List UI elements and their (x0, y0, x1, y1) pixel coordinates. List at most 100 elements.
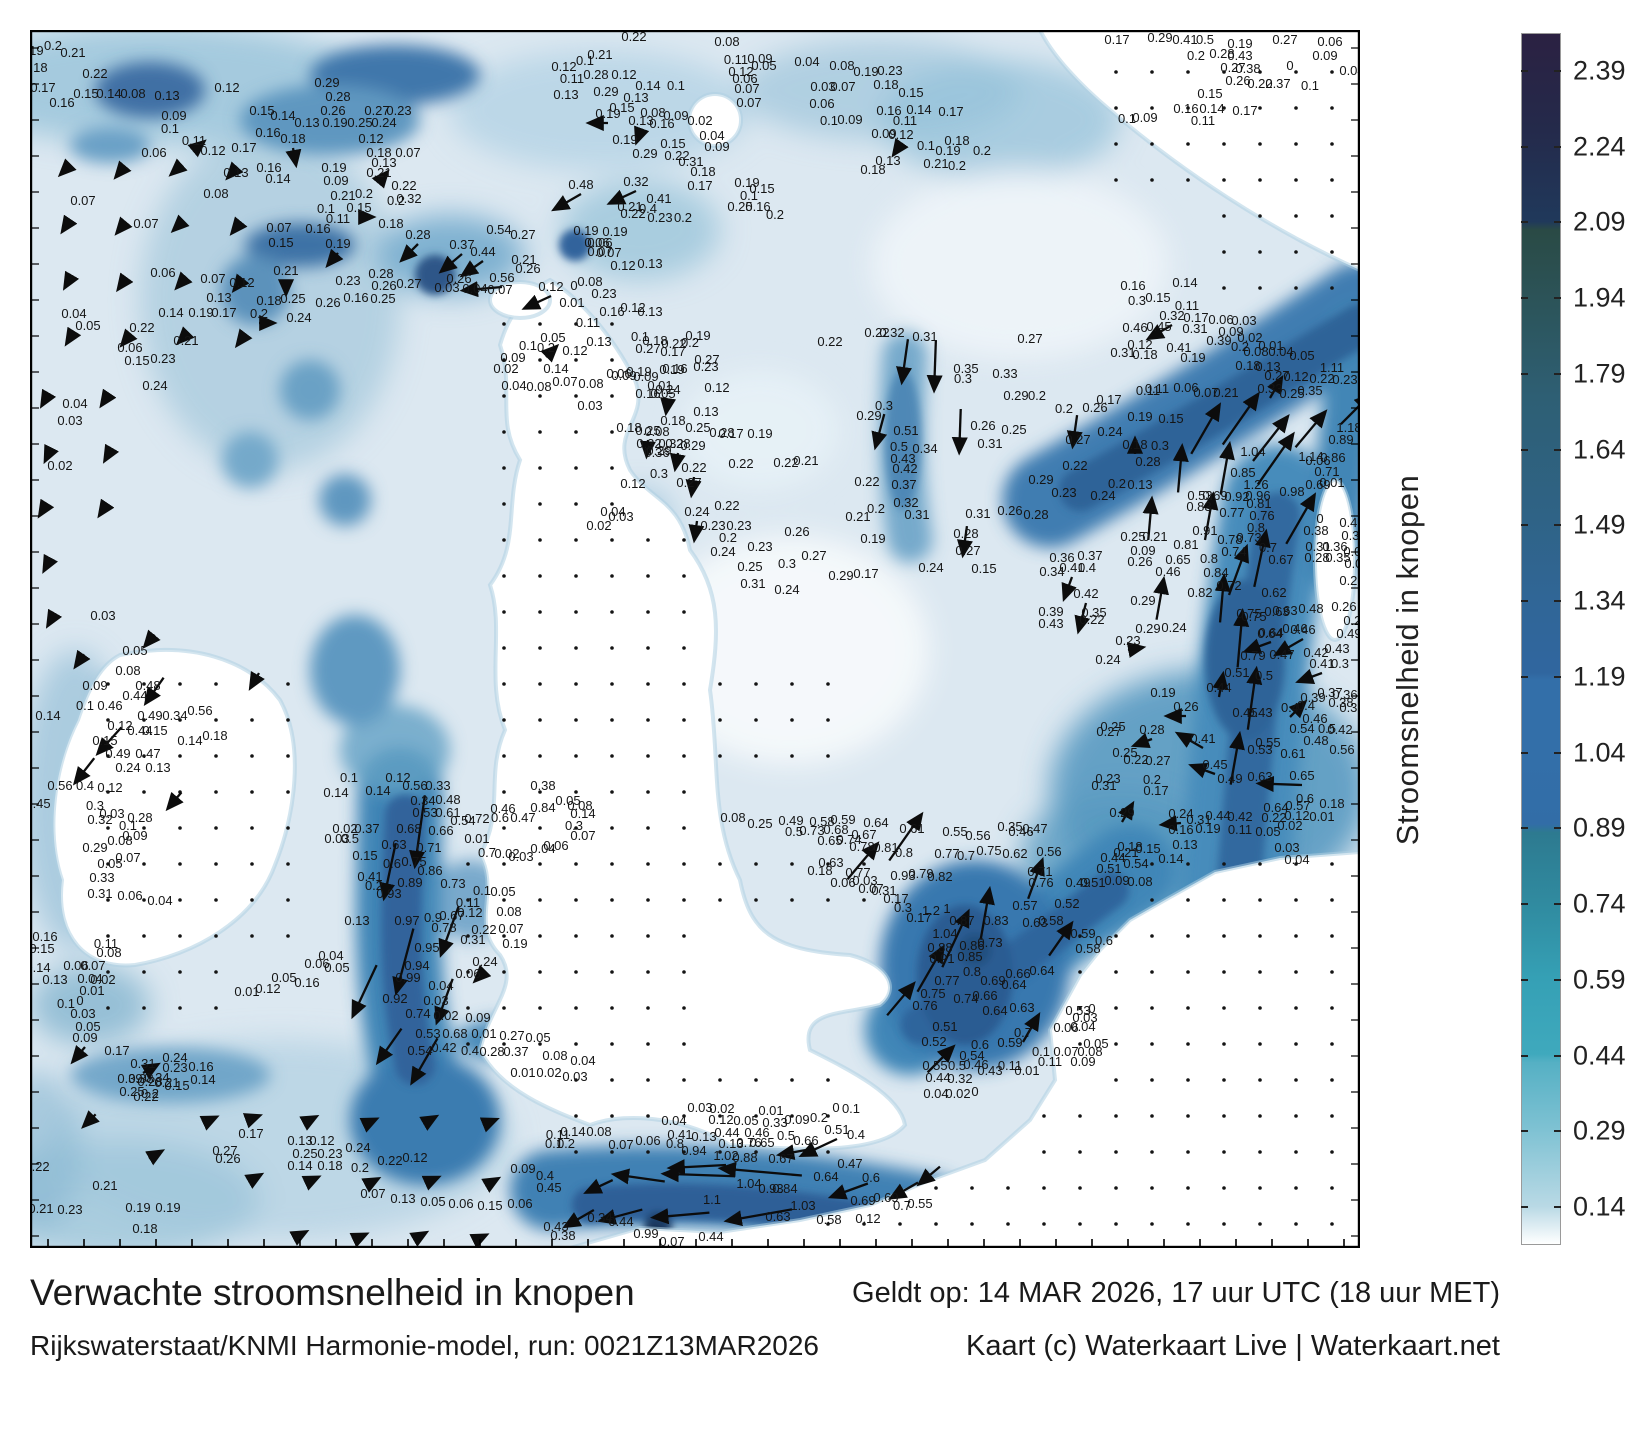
svg-text:0.14: 0.14 (560, 1124, 585, 1139)
colorbar-tick-label: 2.24 (1573, 131, 1626, 162)
svg-text:0.19: 0.19 (125, 1200, 150, 1215)
svg-text:0.22: 0.22 (621, 30, 646, 44)
svg-text:0.12: 0.12 (562, 343, 587, 358)
svg-text:0.99: 0.99 (395, 970, 420, 985)
svg-text:0.24: 0.24 (710, 544, 735, 559)
svg-text:0.07: 0.07 (200, 271, 225, 286)
svg-text:0.17: 0.17 (660, 344, 685, 359)
svg-text:0.31: 0.31 (977, 436, 1002, 451)
valid-time: Geldt op: 14 MAR 2026, 17 uur UTC (18 uu… (852, 1277, 1500, 1309)
svg-text:0.77: 0.77 (1219, 505, 1244, 520)
svg-text:0.86: 0.86 (1320, 450, 1345, 465)
svg-text:0.19: 0.19 (1227, 36, 1252, 51)
svg-text:0.75: 0.75 (1241, 609, 1266, 624)
svg-text:0.24: 0.24 (684, 504, 709, 519)
svg-text:0.44: 0.44 (127, 723, 152, 738)
svg-text:0.07: 0.07 (115, 850, 140, 865)
svg-text:0.3: 0.3 (875, 398, 893, 413)
svg-text:0.15: 0.15 (142, 723, 167, 738)
svg-text:0.45: 0.45 (30, 796, 51, 811)
svg-text:0.25: 0.25 (292, 1146, 317, 1161)
svg-text:0.07: 0.07 (133, 216, 158, 231)
svg-text:0.95: 0.95 (414, 940, 439, 955)
svg-text:0.06: 0.06 (150, 265, 175, 280)
svg-text:0.04: 0.04 (462, 281, 487, 296)
svg-text:0.07: 0.07 (395, 145, 420, 160)
svg-text:0.16: 0.16 (649, 116, 674, 131)
svg-text:0.14: 0.14 (1158, 851, 1183, 866)
svg-text:0.07: 0.07 (70, 193, 95, 208)
svg-text:0.07: 0.07 (552, 374, 577, 389)
svg-text:0.61: 0.61 (1280, 746, 1305, 761)
svg-text:0.19: 0.19 (155, 1200, 180, 1215)
svg-text:0.2: 0.2 (867, 501, 885, 516)
svg-text:0.21: 0.21 (30, 1201, 54, 1216)
colorbar-tick-label: 1.04 (1573, 737, 1626, 768)
svg-text:0.09: 0.09 (704, 139, 729, 154)
svg-text:0.5: 0.5 (1255, 668, 1273, 683)
svg-text:0.18: 0.18 (873, 77, 898, 92)
svg-text:0.82: 0.82 (927, 869, 952, 884)
svg-text:0.06: 0.06 (1317, 34, 1342, 49)
svg-text:0: 0 (971, 1084, 978, 1099)
svg-text:0.28: 0.28 (127, 810, 152, 825)
svg-text:0.35: 0.35 (1081, 605, 1106, 620)
svg-text:0.27: 0.27 (396, 276, 421, 291)
svg-text:0.24: 0.24 (115, 760, 140, 775)
svg-text:0.06: 0.06 (635, 1133, 660, 1148)
svg-text:0.65: 0.65 (1165, 552, 1190, 567)
svg-text:0.18: 0.18 (944, 133, 969, 148)
svg-text:0.23: 0.23 (162, 1060, 187, 1075)
svg-text:0.28: 0.28 (1135, 454, 1160, 469)
svg-text:0.13: 0.13 (691, 1129, 716, 1144)
svg-text:0.23: 0.23 (57, 1202, 82, 1217)
svg-text:0.11: 0.11 (1136, 383, 1160, 398)
svg-text:0.46: 0.46 (1302, 711, 1327, 726)
svg-text:0.24: 0.24 (918, 560, 943, 575)
svg-text:0.38: 0.38 (1235, 61, 1260, 76)
svg-text:0.47: 0.47 (837, 1156, 862, 1171)
svg-text:0.27: 0.27 (1264, 368, 1289, 383)
svg-text:0.78: 0.78 (431, 920, 456, 935)
svg-text:0.48: 0.48 (135, 678, 160, 693)
svg-text:0.6: 0.6 (1296, 791, 1314, 806)
svg-text:0.43: 0.43 (1324, 641, 1349, 656)
svg-text:0.11: 0.11 (94, 936, 118, 951)
svg-text:0.48: 0.48 (568, 177, 593, 192)
svg-text:0.91: 0.91 (1192, 523, 1217, 538)
svg-text:0.2: 0.2 (973, 143, 991, 158)
svg-text:0.41: 0.41 (1166, 340, 1191, 355)
svg-text:0.2: 0.2 (44, 38, 62, 53)
svg-text:0.17: 0.17 (231, 140, 256, 155)
colorbar-tick (1554, 600, 1561, 603)
svg-text:0.29: 0.29 (632, 146, 657, 161)
svg-text:0.34: 0.34 (410, 793, 435, 808)
svg-text:0.3: 0.3 (1331, 656, 1349, 671)
svg-text:0.44: 0.44 (1206, 680, 1231, 695)
svg-text:0.27: 0.27 (635, 341, 660, 356)
svg-text:0.23: 0.23 (1115, 633, 1140, 648)
svg-text:0.16: 0.16 (876, 103, 901, 118)
svg-text:0.6: 0.6 (1095, 933, 1113, 948)
svg-text:0.23: 0.23 (335, 273, 360, 288)
svg-text:0.18: 0.18 (642, 333, 667, 348)
svg-text:0.27: 0.27 (676, 475, 701, 490)
map-title: Verwachte stroomsnelheid in knopen (30, 1272, 635, 1313)
colorbar-tick-label: 2.39 (1573, 55, 1626, 86)
svg-text:0.72: 0.72 (464, 811, 489, 826)
svg-text:0.36: 0.36 (1332, 687, 1357, 702)
svg-text:0.58: 0.58 (816, 1212, 841, 1227)
svg-text:0.04: 0.04 (501, 378, 526, 393)
svg-text:0.73: 0.73 (799, 823, 824, 838)
svg-text:0.37: 0.37 (1077, 548, 1102, 563)
svg-text:0.09: 0.09 (1070, 1054, 1095, 1069)
svg-text:0.35: 0.35 (953, 361, 978, 376)
svg-text:0.64: 0.64 (1029, 963, 1054, 978)
svg-text:0.19: 0.19 (685, 328, 710, 343)
svg-text:0.27: 0.27 (499, 1028, 524, 1043)
svg-text:0.61: 0.61 (435, 805, 460, 820)
svg-text:0.05: 0.05 (1255, 824, 1280, 839)
svg-text:0.77: 0.77 (934, 973, 959, 988)
svg-text:0.29: 0.29 (1130, 593, 1155, 608)
svg-text:0.28: 0.28 (325, 89, 350, 104)
